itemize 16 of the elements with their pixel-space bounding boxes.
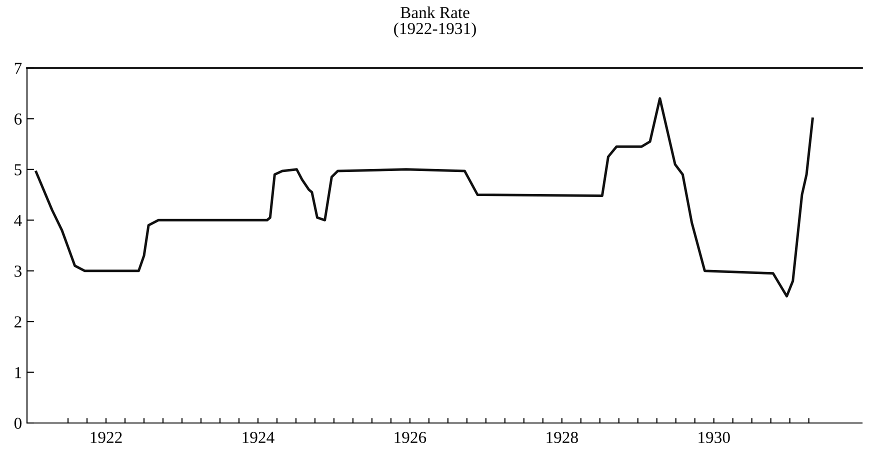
y-tick-label: 1 bbox=[15, 367, 22, 378]
y-tick-label: 7 bbox=[14, 62, 22, 74]
x-tick-label: 1930 bbox=[698, 432, 730, 444]
y-tick-label: 5 bbox=[14, 164, 22, 176]
x-tick-label: 1924 bbox=[242, 432, 274, 444]
y-tick-label: 2 bbox=[14, 316, 22, 328]
line-series bbox=[34, 97, 814, 298]
y-tick-label: 3 bbox=[14, 266, 22, 277]
x-tick-label: 1926 bbox=[394, 432, 426, 444]
chart-title: Bank Rate bbox=[400, 6, 470, 18]
y-tick-label: 6 bbox=[14, 113, 22, 125]
y-tick-label: 4 bbox=[14, 214, 22, 226]
chart-subtitle: (1922-1931) bbox=[394, 22, 476, 38]
x-tick-label: 1922 bbox=[90, 432, 122, 444]
x-tick-label: 1928 bbox=[546, 432, 578, 444]
y-tick-label: 0 bbox=[14, 418, 22, 429]
